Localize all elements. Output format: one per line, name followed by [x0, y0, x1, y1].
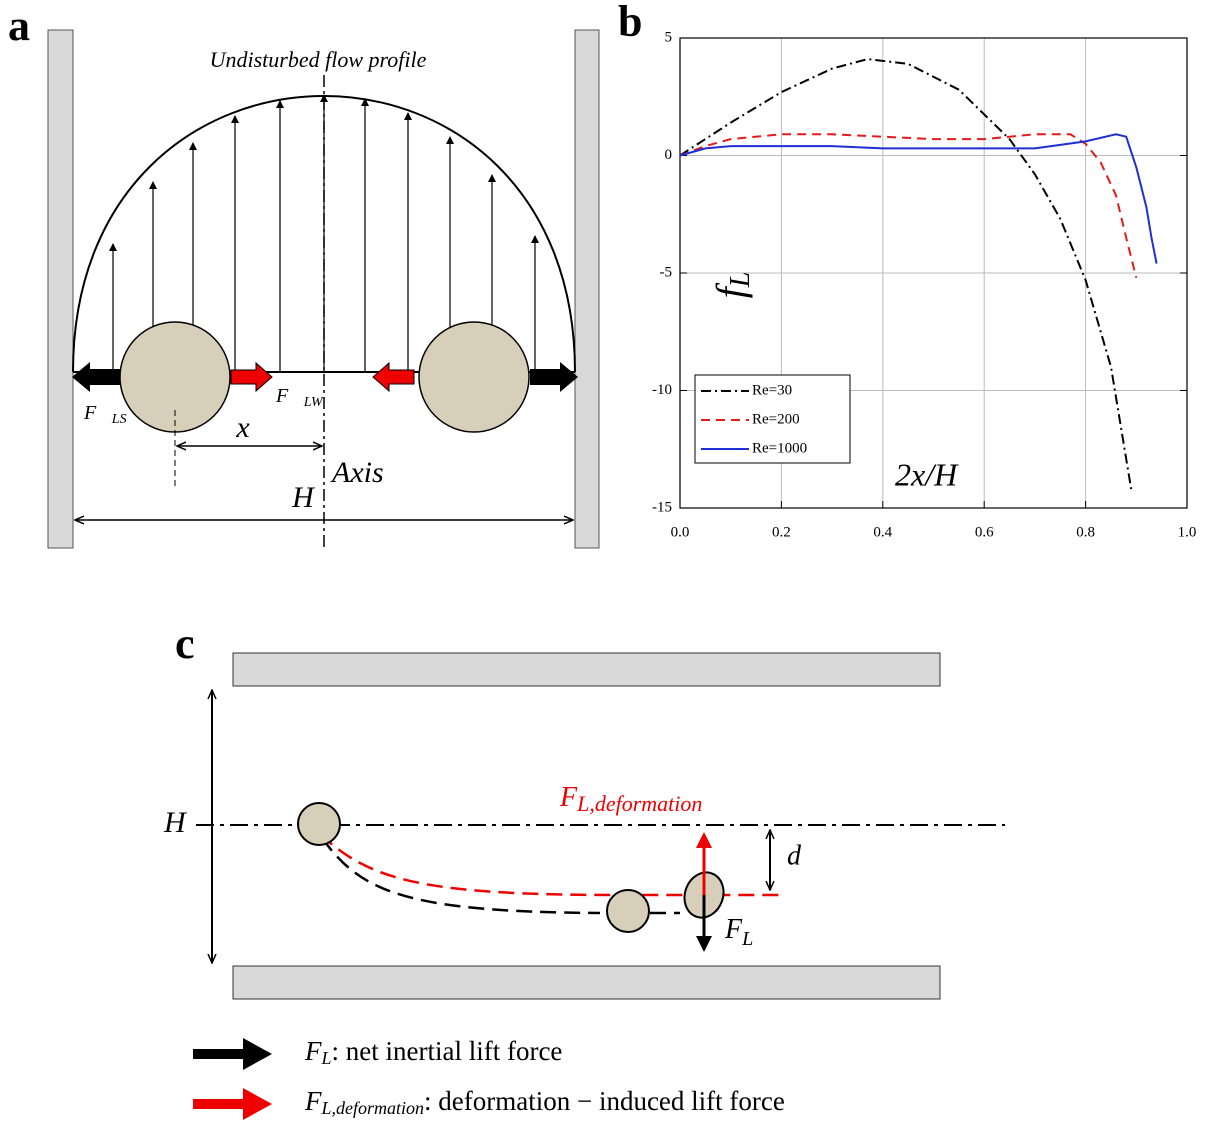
legend-item: FL,deformation: deformation − induced li…	[304, 1086, 785, 1118]
x-tick-label: 0.2	[772, 524, 791, 540]
symbol: F	[304, 1036, 322, 1066]
panel-label: c	[175, 619, 195, 668]
symbol: F	[304, 1086, 322, 1116]
series-line	[679, 58, 1133, 490]
distance-label: x	[235, 411, 250, 444]
subscript: L,deformation	[321, 1098, 425, 1118]
legend-label: Re=1000	[752, 440, 807, 456]
shear-force-arrow	[372, 361, 415, 393]
y-tick-label: -5	[660, 264, 673, 280]
plot-frame	[679, 37, 1188, 509]
legend-arrow	[193, 1088, 272, 1120]
wall-force-arrow	[72, 362, 120, 392]
panel-label: a	[8, 1, 30, 50]
wall	[232, 965, 941, 1000]
force-label: F⃗LW	[275, 385, 324, 411]
width-label: H	[291, 481, 316, 514]
width-label: H	[163, 806, 188, 839]
y-tick-label: -10	[652, 382, 672, 398]
title: Undisturbed flow profile	[210, 47, 427, 72]
series-line	[679, 133, 1138, 278]
subscript: L	[321, 1048, 332, 1068]
series-line	[679, 133, 1158, 264]
y-tick-label: 0	[665, 147, 673, 163]
legend-label: Re=200	[752, 411, 800, 427]
legend-item: FL: net inertial lift force	[304, 1036, 562, 1068]
offset-label: d	[787, 840, 802, 871]
x-tick-label: 0.0	[671, 524, 690, 540]
subscript: L	[725, 272, 756, 289]
y-tick-label: 5	[665, 29, 673, 45]
x-tick-label: 0.6	[975, 524, 994, 540]
panel-a: a Undisturbed flow profile F⃗LS F⃗LW x A…	[8, 1, 600, 549]
x-tick-label: 0.4	[873, 524, 892, 540]
wall	[232, 652, 941, 687]
lift-force-label: FL	[724, 914, 753, 949]
particle	[606, 889, 650, 933]
subscript: L,deformation	[576, 791, 702, 816]
symbol: F	[559, 782, 578, 813]
y-tick-label: -15	[652, 499, 672, 515]
deformation-force-label: FL,deformation	[559, 782, 702, 816]
symbol: F⃗	[83, 402, 112, 424]
particle	[418, 321, 530, 433]
arrowhead	[696, 936, 712, 952]
deformation-trajectory	[319, 833, 785, 897]
subscript: LS	[111, 412, 127, 427]
symbol: F⃗	[275, 385, 304, 407]
legend-label: Re=30	[752, 382, 792, 398]
trajectory	[320, 837, 601, 915]
wall	[574, 29, 600, 549]
subscript: LW	[303, 395, 324, 410]
x-axis-label: 2x/H	[895, 456, 959, 492]
text: : deformation − induced lift force	[424, 1086, 785, 1116]
particle	[297, 802, 341, 846]
legend-arrow	[193, 1038, 272, 1070]
subscript: L	[741, 928, 753, 950]
x-tick-label: 1.0	[1178, 524, 1197, 540]
wall	[47, 29, 74, 549]
panel-label: b	[618, 0, 642, 46]
text: : net inertial lift force	[332, 1036, 563, 1066]
panel-b: b 0.0 0.2 0.4 0.6 0.8 1.0 -15 -10 -5 0 5 2x/H fL Re=3…	[618, 0, 1196, 540]
symbol: F	[724, 914, 743, 945]
y-axis-label: fL	[708, 272, 756, 299]
axis-label: Axis	[330, 456, 384, 489]
wall-force-arrow	[530, 362, 578, 392]
force-label: F⃗LS	[83, 402, 127, 428]
panel-c: c H FL,deformation FL d FL: net inertial…	[163, 619, 1005, 1120]
shear-force-arrow	[230, 361, 273, 393]
arrowhead	[696, 832, 712, 848]
x-tick-label: 0.8	[1076, 524, 1095, 540]
